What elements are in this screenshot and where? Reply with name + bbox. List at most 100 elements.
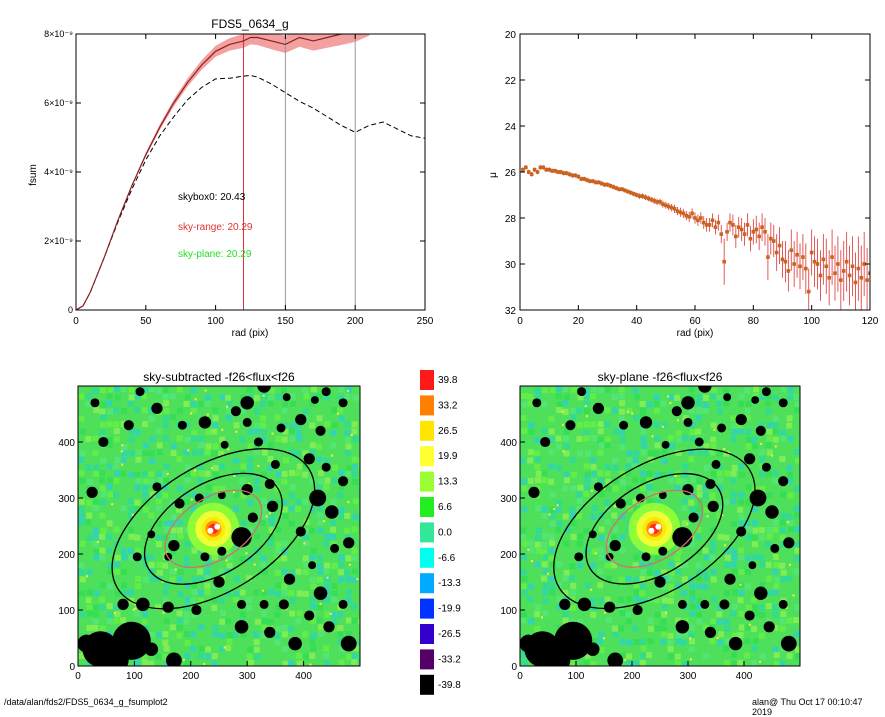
map-noise-cell — [751, 596, 758, 603]
map-noise-cell — [703, 443, 710, 450]
star-mask — [761, 387, 771, 397]
map-noise-cell — [127, 548, 134, 555]
map-noise-cell — [155, 604, 162, 611]
mu-point — [836, 262, 840, 266]
map-noise-cell — [625, 463, 632, 470]
star-mask — [240, 396, 254, 410]
map-noise-cell — [521, 660, 528, 666]
mu-point — [591, 179, 595, 183]
map-noise-cell — [709, 449, 716, 456]
map-noise-cell — [142, 492, 149, 499]
map-noise-cell — [317, 470, 324, 477]
mu-point — [640, 194, 645, 198]
map-noise-cell — [702, 401, 709, 408]
map-noise-cell — [162, 562, 169, 569]
map-noise-cell — [274, 414, 281, 421]
map-noise-cell — [604, 421, 611, 428]
map-noise-cell — [654, 625, 661, 632]
map-noise-cell — [134, 547, 141, 554]
map-noise-cell — [668, 561, 675, 568]
map-noise-cell — [759, 527, 766, 534]
map-noise-cell — [681, 639, 688, 646]
map-noise-cell — [106, 421, 113, 428]
map-noise-cell — [345, 471, 352, 478]
map-noise-cell — [204, 394, 211, 401]
map-noise-cell — [86, 512, 93, 519]
map-noise-cell — [190, 435, 197, 442]
map-noise-cell — [212, 631, 219, 638]
map-noise-cell — [745, 604, 752, 611]
star-mask — [283, 573, 296, 585]
map-noise-cell — [534, 450, 541, 457]
map-hot-pixel — [182, 658, 185, 661]
map-noise-cell — [310, 596, 317, 603]
mu-point — [704, 223, 709, 227]
mu-xtick-label: 40 — [631, 316, 643, 327]
map-noise-cell — [253, 646, 260, 653]
map-noise-cell — [591, 435, 598, 442]
map-noise-cell — [260, 555, 267, 562]
map-noise-cell — [219, 645, 226, 652]
map-noise-cell — [675, 568, 682, 575]
mu-point — [856, 266, 861, 271]
map-noise-cell — [261, 428, 268, 435]
map-noise-cell — [345, 464, 352, 471]
map-ytick-label: 0 — [69, 662, 75, 673]
map-noise-cell — [114, 394, 121, 401]
star-mask — [304, 610, 315, 621]
map-noise-cell — [113, 428, 120, 435]
star-mask — [135, 387, 145, 397]
map-noise-cell — [331, 618, 338, 625]
colorbar-label: 26.5 — [438, 426, 458, 437]
map-noise-cell — [661, 597, 668, 604]
map-xtick-label: 400 — [295, 671, 312, 682]
star-mask — [162, 601, 174, 613]
map-noise-cell — [555, 435, 562, 442]
map-noise-cell — [584, 652, 591, 659]
map-noise-cell — [702, 492, 709, 499]
map-noise-cell — [696, 569, 703, 576]
map-hot-pixel — [669, 402, 672, 405]
colorbar-swatch — [420, 446, 434, 467]
map-noise-cell — [141, 618, 148, 625]
colorbar-label: 33.2 — [438, 400, 458, 411]
map-noise-cell — [597, 428, 604, 435]
map-ytick-label: 300 — [58, 494, 75, 505]
map-noise-cell — [619, 652, 626, 659]
map-noise-cell — [730, 548, 737, 555]
map-noise-cell — [316, 484, 323, 491]
map-noise-cell — [745, 436, 752, 443]
star-mask — [340, 635, 357, 652]
map-noise-cell — [535, 547, 542, 554]
star-mask — [321, 387, 331, 397]
map-noise-cell — [100, 401, 107, 408]
map-noise-cell — [121, 548, 128, 555]
map-noise-cell — [205, 429, 212, 436]
map-noise-cell — [541, 541, 548, 548]
mu-point — [570, 173, 575, 178]
map-noise-cell — [702, 394, 709, 401]
map-noise-cell — [233, 575, 240, 582]
map-noise-cell — [696, 407, 703, 414]
star-mask — [609, 540, 621, 552]
map-noise-cell — [78, 519, 85, 526]
map-noise-cell — [562, 575, 569, 582]
map-noise-cell — [598, 597, 605, 604]
map-noise-cell — [233, 590, 240, 597]
map-noise-cell — [569, 457, 576, 464]
map-noise-cell — [527, 540, 534, 547]
mu-point — [792, 262, 796, 266]
map-noise-cell — [254, 428, 261, 435]
map-hot-pixel — [594, 552, 597, 555]
map-noise-cell — [667, 632, 674, 639]
star-mask — [744, 610, 755, 621]
map-noise-cell — [267, 394, 274, 401]
map-noise-cell — [675, 562, 682, 569]
map-noise-cell — [731, 660, 738, 666]
map-noise-cell — [787, 526, 794, 533]
star-mask — [540, 436, 551, 448]
map-noise-cell — [107, 568, 114, 575]
map-noise-cell — [786, 477, 793, 484]
map-noise-cell — [591, 505, 598, 512]
star-mask — [338, 398, 348, 408]
